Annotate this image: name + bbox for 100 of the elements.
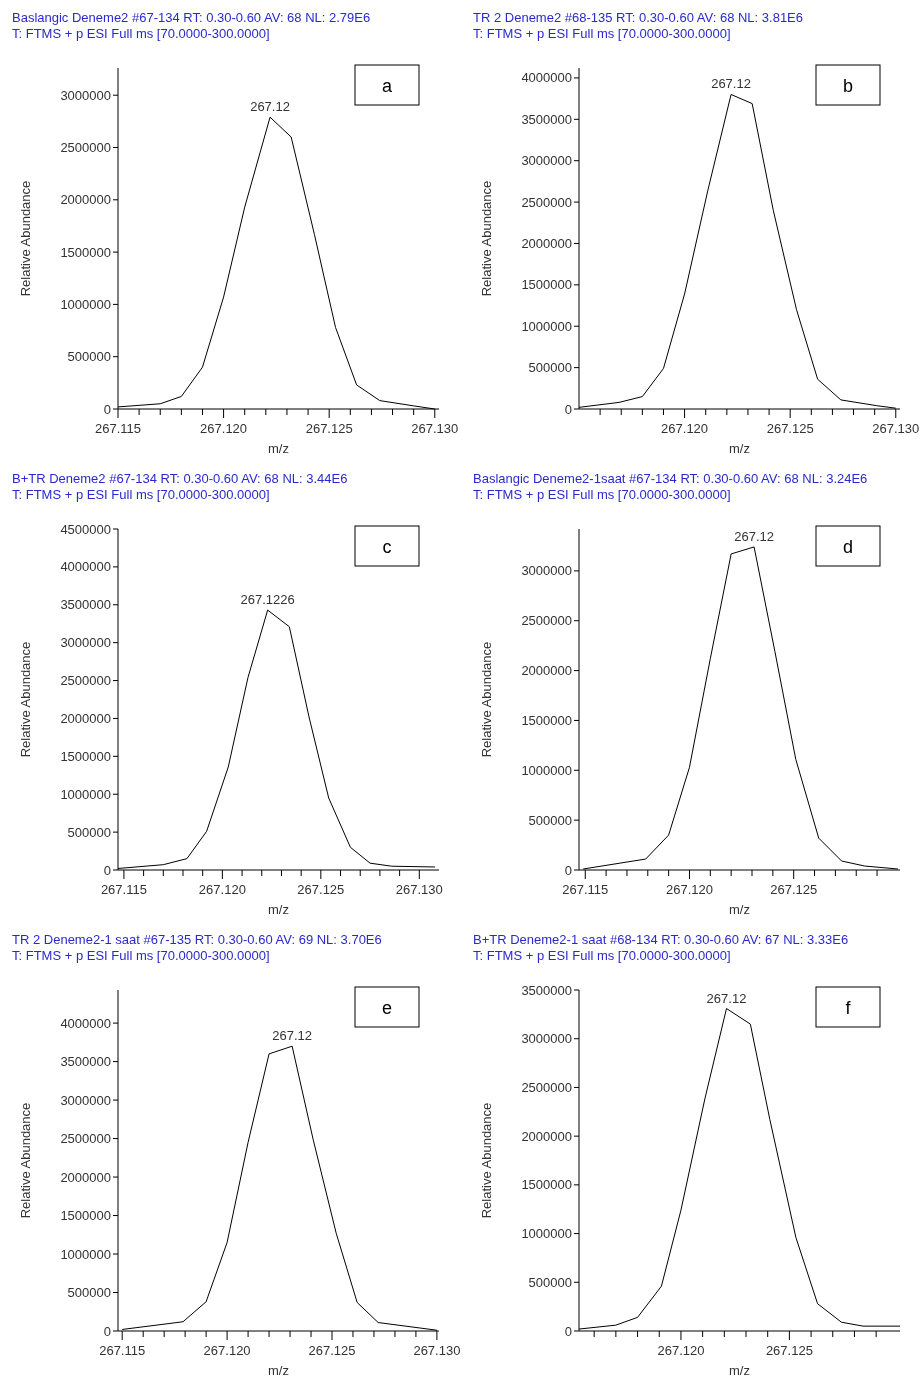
x-tick-label: 267.115 bbox=[94, 421, 142, 436]
annotation: d bbox=[842, 537, 854, 557]
x-tick-label: 267.130 bbox=[411, 421, 459, 436]
y-axis-title: Relative Abundance bbox=[18, 180, 33, 297]
chart-subtitle: T: FTMS + p ESI Full ms [70.0000-300.0000] bbox=[12, 487, 270, 502]
y-tick-label: 0 bbox=[564, 862, 572, 878]
annotation: 267.1226 bbox=[240, 592, 295, 608]
panel-label-box: d bbox=[815, 525, 881, 567]
x-tick-label: 267.125 bbox=[297, 882, 345, 897]
y-tick-label: 1000000 bbox=[60, 1246, 111, 1262]
x-tick-label: 267.120 bbox=[200, 421, 248, 436]
y-tick-label: 2000000 bbox=[60, 192, 111, 208]
chart-title: Baslangic Deneme2-1saat #67-134 RT: 0.30-0.60 AV: 68 NL: 3.24E6 bbox=[473, 471, 868, 486]
x-tick-label: 267.125 bbox=[766, 421, 814, 436]
chart-title: TR 2 Deneme2-1 saat #67-135 RT: 0.30-0.60 AV: 69 NL: 3.70E6 bbox=[12, 932, 382, 947]
annotation: 267.12 bbox=[711, 76, 751, 92]
y-tick-label: 2000000 bbox=[521, 1128, 572, 1144]
panel-label-box: c bbox=[354, 525, 420, 567]
chart-subtitle: T: FTMS + p ESI Full ms [70.0000-300.0000] bbox=[12, 26, 270, 41]
y-tick-label: 500000 bbox=[67, 349, 111, 365]
y-tick-label: 2500000 bbox=[60, 140, 111, 156]
x-tick-label: 267.120 bbox=[665, 882, 713, 897]
y-tick-label: 3500000 bbox=[521, 982, 572, 998]
chart-title: B+TR Deneme2 #67-134 RT: 0.30-0.60 AV: 68 NL: 3.44E6 bbox=[12, 471, 348, 486]
y-tick-label: 1000000 bbox=[60, 296, 111, 312]
y-tick-label: 500000 bbox=[67, 1285, 111, 1301]
y-tick-label: 1500000 bbox=[521, 1177, 572, 1193]
x-tick-label: 267.115 bbox=[562, 882, 609, 897]
annotation: 267.12 bbox=[734, 528, 774, 544]
chart-subtitle: T: FTMS + p ESI Full ms [70.0000-300.0000] bbox=[12, 948, 270, 963]
x-tick-label: 267.120 bbox=[657, 1343, 705, 1358]
annotation: e bbox=[381, 998, 393, 1018]
x-tick-label: 267.125 bbox=[765, 1343, 813, 1358]
y-tick-label: 4500000 bbox=[60, 521, 111, 537]
y-tick-label: 0 bbox=[103, 1323, 111, 1339]
x-tick-label: 267.120 bbox=[661, 421, 709, 436]
x-axis-title: m/z bbox=[729, 1363, 750, 1378]
chart-subtitle: T: FTMS + p ESI Full ms [70.0000-300.0000] bbox=[473, 948, 731, 963]
y-tick-label: 3000000 bbox=[521, 563, 572, 579]
y-tick-label: 0 bbox=[564, 401, 572, 417]
y-tick-label: 2000000 bbox=[521, 663, 572, 679]
x-axis-title: m/z bbox=[729, 441, 750, 456]
y-tick-label: 0 bbox=[564, 1323, 572, 1339]
y-tick-label: 1000000 bbox=[521, 762, 572, 778]
y-tick-label: 2000000 bbox=[521, 236, 572, 252]
x-axis-title: m/z bbox=[729, 902, 750, 917]
x-axis-title: m/z bbox=[268, 1363, 289, 1378]
y-tick-label: 3500000 bbox=[60, 597, 111, 613]
x-tick-label: 267.125 bbox=[308, 1343, 356, 1358]
chart-subtitle: T: FTMS + p ESI Full ms [70.0000-300.0000] bbox=[473, 487, 731, 502]
y-tick-label: 0 bbox=[103, 862, 111, 878]
x-tick-label: 267.130 bbox=[872, 421, 920, 436]
panel-label-box: b bbox=[815, 64, 881, 106]
y-axis-title: Relative Abundance bbox=[479, 1102, 494, 1219]
y-tick-label: 2500000 bbox=[60, 1131, 111, 1147]
chart-title: B+TR Deneme2-1 saat #68-134 RT: 0.30-0.60 AV: 67 NL: 3.33E6 bbox=[473, 932, 849, 947]
annotation: 267.12 bbox=[706, 990, 747, 1006]
y-tick-label: 4000000 bbox=[521, 70, 572, 86]
y-tick-label: 3000000 bbox=[521, 1031, 572, 1047]
annotation: f bbox=[845, 998, 852, 1018]
y-tick-label: 2500000 bbox=[60, 673, 111, 689]
y-tick-label: 3000000 bbox=[521, 153, 572, 169]
y-tick-label: 500000 bbox=[528, 812, 572, 828]
y-tick-label: 1500000 bbox=[521, 277, 572, 293]
annotation: 267.12 bbox=[250, 99, 290, 115]
y-tick-label: 2000000 bbox=[60, 710, 111, 726]
y-tick-label: 3000000 bbox=[60, 635, 111, 651]
y-axis-title: Relative Abundance bbox=[18, 641, 33, 758]
y-tick-label: 3500000 bbox=[521, 111, 572, 127]
y-tick-label: 1500000 bbox=[60, 748, 111, 764]
y-tick-label: 1000000 bbox=[521, 318, 572, 334]
y-tick-label: 1500000 bbox=[521, 712, 572, 728]
y-tick-label: 0 bbox=[103, 401, 111, 417]
y-tick-label: 500000 bbox=[528, 1274, 572, 1290]
panel-label-box: e bbox=[354, 986, 420, 1028]
x-axis-title: m/z bbox=[268, 441, 289, 456]
annotation: a bbox=[381, 76, 393, 96]
y-tick-label: 2500000 bbox=[521, 613, 572, 629]
y-tick-label: 2000000 bbox=[60, 1169, 111, 1185]
annotation: b bbox=[842, 76, 854, 96]
x-tick-label: 267.120 bbox=[203, 1343, 251, 1358]
y-tick-label: 3000000 bbox=[60, 87, 111, 103]
y-tick-label: 2500000 bbox=[521, 1079, 572, 1095]
chart-title: Baslangic Deneme2 #67-134 RT: 0.30-0.60 AV: 68 NL: 2.79E6 bbox=[12, 10, 371, 25]
y-tick-label: 4000000 bbox=[60, 1015, 111, 1031]
x-tick-label: 267.125 bbox=[305, 421, 353, 436]
y-tick-label: 1500000 bbox=[60, 1208, 111, 1224]
annotation: 267.12 bbox=[272, 1028, 313, 1044]
y-tick-label: 2500000 bbox=[521, 194, 572, 210]
y-axis-title: Relative Abundance bbox=[479, 180, 494, 297]
y-axis-title: Relative Abundance bbox=[18, 1102, 33, 1219]
y-tick-label: 3500000 bbox=[60, 1054, 111, 1070]
y-tick-label: 4000000 bbox=[60, 559, 111, 575]
y-axis-title: Relative Abundance bbox=[479, 641, 494, 758]
y-tick-label: 500000 bbox=[528, 360, 572, 376]
y-tick-label: 1000000 bbox=[521, 1226, 572, 1242]
chart-subtitle: T: FTMS + p ESI Full ms [70.0000-300.0000] bbox=[473, 26, 731, 41]
panel-label-box: f bbox=[815, 986, 881, 1028]
x-axis-title: m/z bbox=[268, 902, 289, 917]
y-tick-label: 500000 bbox=[67, 824, 111, 840]
